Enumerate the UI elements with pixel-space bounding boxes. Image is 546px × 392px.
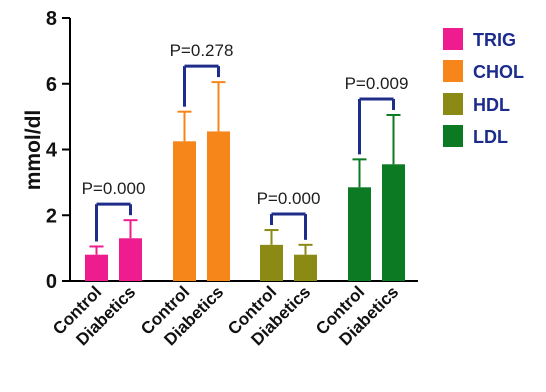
legend-label-trig: TRIG [473, 30, 516, 50]
p-value-label: P=0.000 [82, 179, 146, 198]
y-tick-label: 0 [46, 271, 57, 293]
legend-label-ldl: LDL [473, 127, 508, 147]
legend-label-chol: CHOL [473, 62, 524, 82]
bar-hdl-control [260, 244, 283, 281]
bar-chol-diabetics [207, 131, 230, 281]
y-tick-label: 4 [46, 140, 58, 162]
p-value-label: P=0.278 [170, 41, 234, 60]
y-axis-label: mmol/dl [22, 110, 45, 191]
legend-swatch-trig [443, 28, 463, 50]
legend-label-hdl: HDL [473, 95, 510, 115]
legend-swatch-ldl [443, 125, 463, 147]
legend-swatch-hdl [443, 93, 463, 115]
legend-swatch-chol [443, 60, 463, 82]
p-value-label: P=0.000 [257, 189, 321, 208]
bar-hdl-diabetics [294, 254, 317, 281]
p-value-label: P=0.009 [345, 74, 409, 93]
bar-trig-diabetics [119, 238, 142, 281]
bar-trig-control [85, 254, 108, 281]
bar-ldl-control [348, 187, 371, 281]
y-tick-label: 8 [46, 8, 57, 30]
bar-ldl-diabetics [382, 164, 405, 281]
y-tick-label: 6 [46, 74, 57, 96]
y-tick-label: 2 [46, 205, 57, 227]
bar-chol-control [173, 141, 196, 281]
